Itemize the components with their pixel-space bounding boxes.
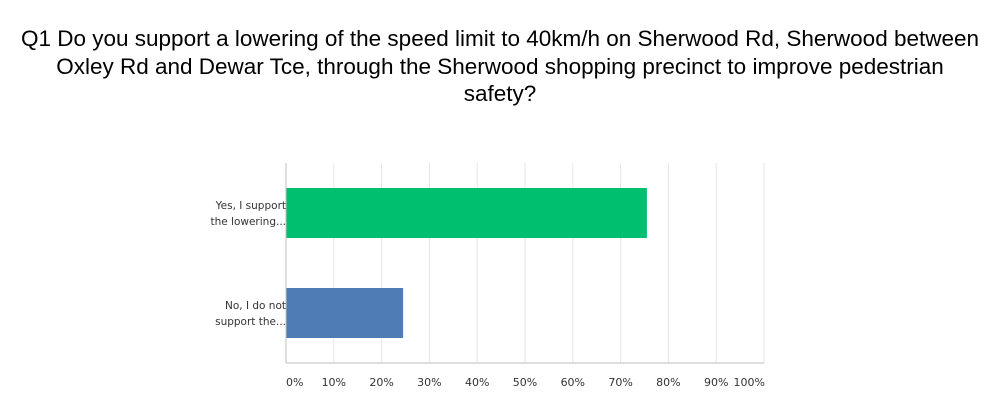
x-tick-label-50: 50%	[513, 376, 537, 389]
x-tick-label-40: 40%	[465, 376, 489, 389]
bar-0[interactable]	[286, 188, 647, 238]
x-tick-label-90: 90%	[704, 376, 728, 389]
chart-title: Q1 Do you support a lowering of the spee…	[20, 26, 980, 106]
category-label-0: Yes, I support the lowering...	[210, 200, 286, 228]
bars	[286, 188, 647, 338]
bar-1[interactable]	[286, 288, 404, 338]
x-tick-label-10: 10%	[322, 376, 346, 389]
x-tick-label-20: 20%	[369, 376, 393, 389]
category-label-1: No, I do not support the...	[215, 300, 286, 328]
x-tick-label-60: 60%	[561, 376, 585, 389]
x-tick-label-70: 70%	[608, 376, 632, 389]
x-tick-labels: 0% 10% 20% 30% 40% 50% 60% 70% 80% 90% 100%	[286, 376, 765, 389]
x-tick-label-0: 0%	[286, 376, 303, 389]
x-tick-label-80: 80%	[656, 376, 680, 389]
x-tick-label-30: 30%	[417, 376, 441, 389]
x-tick-label-100: 100%	[734, 376, 765, 389]
axes	[285, 163, 764, 364]
category-labels: Yes, I support the lowering... No, I do no…	[210, 200, 286, 328]
